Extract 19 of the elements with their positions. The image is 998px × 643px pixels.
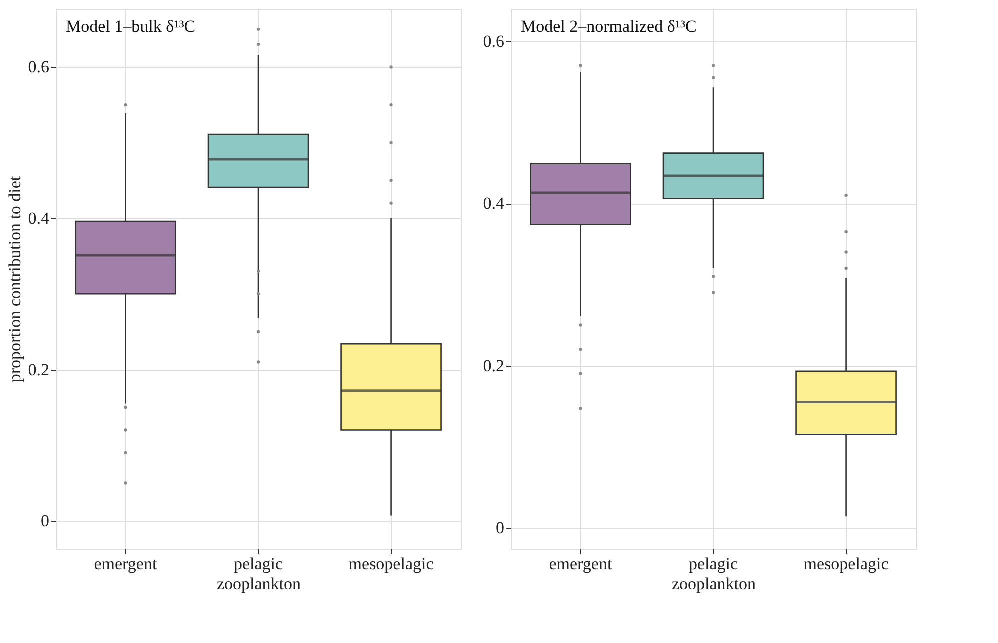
x-tick-label: pelagic <box>234 554 284 574</box>
y-tick-label: 0.2 <box>28 360 50 380</box>
x-tick-label: mesopelagic <box>348 554 434 574</box>
y-tick-label: 0.4 <box>28 208 50 228</box>
x-tick-label: emergent <box>549 554 612 574</box>
x-axis-title: zooplankton <box>672 574 757 594</box>
y-tick-label: 0.2 <box>483 356 504 376</box>
y-tick-label: 0 <box>41 512 50 531</box>
y-axis-title: proportion contribution to diet <box>5 176 24 383</box>
x-tick-label: pelagic <box>688 554 738 574</box>
x-axis-title: zooplankton <box>216 574 302 594</box>
y-tick-label: 0.4 <box>483 194 505 214</box>
y-tick-label: 0.6 <box>483 32 504 51</box>
y-tick-label: 0 <box>496 518 504 538</box>
x-tick-label: mesopelagic <box>804 554 890 574</box>
text: Model 1–bulk δ¹³C <box>66 17 196 36</box>
text: Model 2–normalized δ¹³C <box>521 17 697 36</box>
y-tick-label: 0.6 <box>28 58 50 77</box>
x-tick-label: emergent <box>94 554 158 574</box>
